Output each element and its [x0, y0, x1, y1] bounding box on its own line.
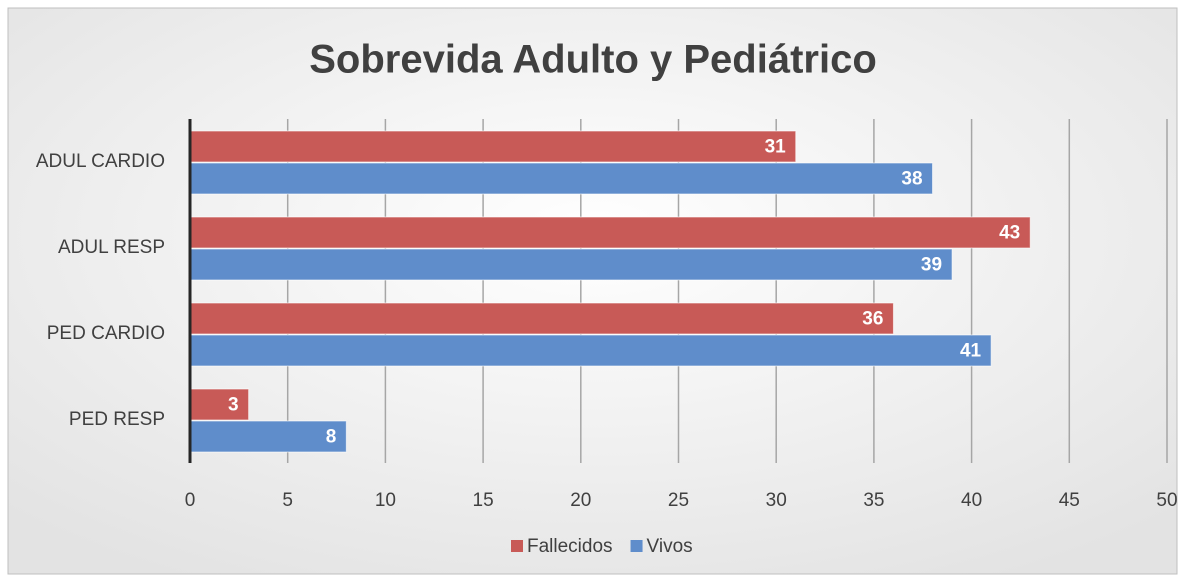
x-tick-label: 35 — [863, 490, 884, 511]
data-label: 38 — [901, 169, 922, 190]
x-tick-label: 25 — [668, 490, 689, 511]
bar — [189, 388, 250, 421]
x-tick-label: 40 — [961, 490, 982, 511]
data-label: 39 — [921, 255, 942, 276]
y-tick-label: PED RESP — [69, 409, 165, 430]
legend-swatch — [511, 540, 523, 552]
chart-title: Sobrevida Adulto y Pediátrico — [309, 38, 877, 82]
x-tick-label: 30 — [766, 490, 787, 511]
y-tick-label: ADUL CARDIO — [36, 151, 165, 172]
x-tick-label: 20 — [570, 490, 591, 511]
bar — [189, 130, 797, 163]
chart-area — [7, 7, 1178, 575]
x-tick-label: 5 — [282, 490, 293, 511]
x-tick-label: 45 — [1059, 490, 1080, 511]
data-label: 43 — [999, 223, 1020, 244]
bar — [189, 334, 992, 367]
y-tick-label: PED CARDIO — [47, 323, 165, 344]
y-tick-label: ADUL RESP — [58, 237, 165, 258]
x-tick-label: 50 — [1156, 490, 1177, 511]
legend-swatch — [630, 540, 643, 552]
bar — [189, 248, 953, 281]
x-tick-label: 0 — [185, 490, 196, 511]
legend-label: Fallecidos — [527, 536, 613, 557]
data-label: 3 — [228, 395, 239, 416]
data-label: 41 — [960, 341, 982, 362]
bar — [189, 302, 894, 335]
bar — [189, 216, 1031, 249]
x-tick-label: 15 — [473, 490, 494, 511]
data-label: 31 — [765, 137, 787, 158]
bar — [189, 420, 347, 453]
bar — [189, 162, 934, 195]
legend-label: Vivos — [647, 536, 693, 557]
data-label: 36 — [862, 309, 883, 330]
x-tick-label: 10 — [375, 490, 396, 511]
data-label: 8 — [326, 427, 337, 448]
